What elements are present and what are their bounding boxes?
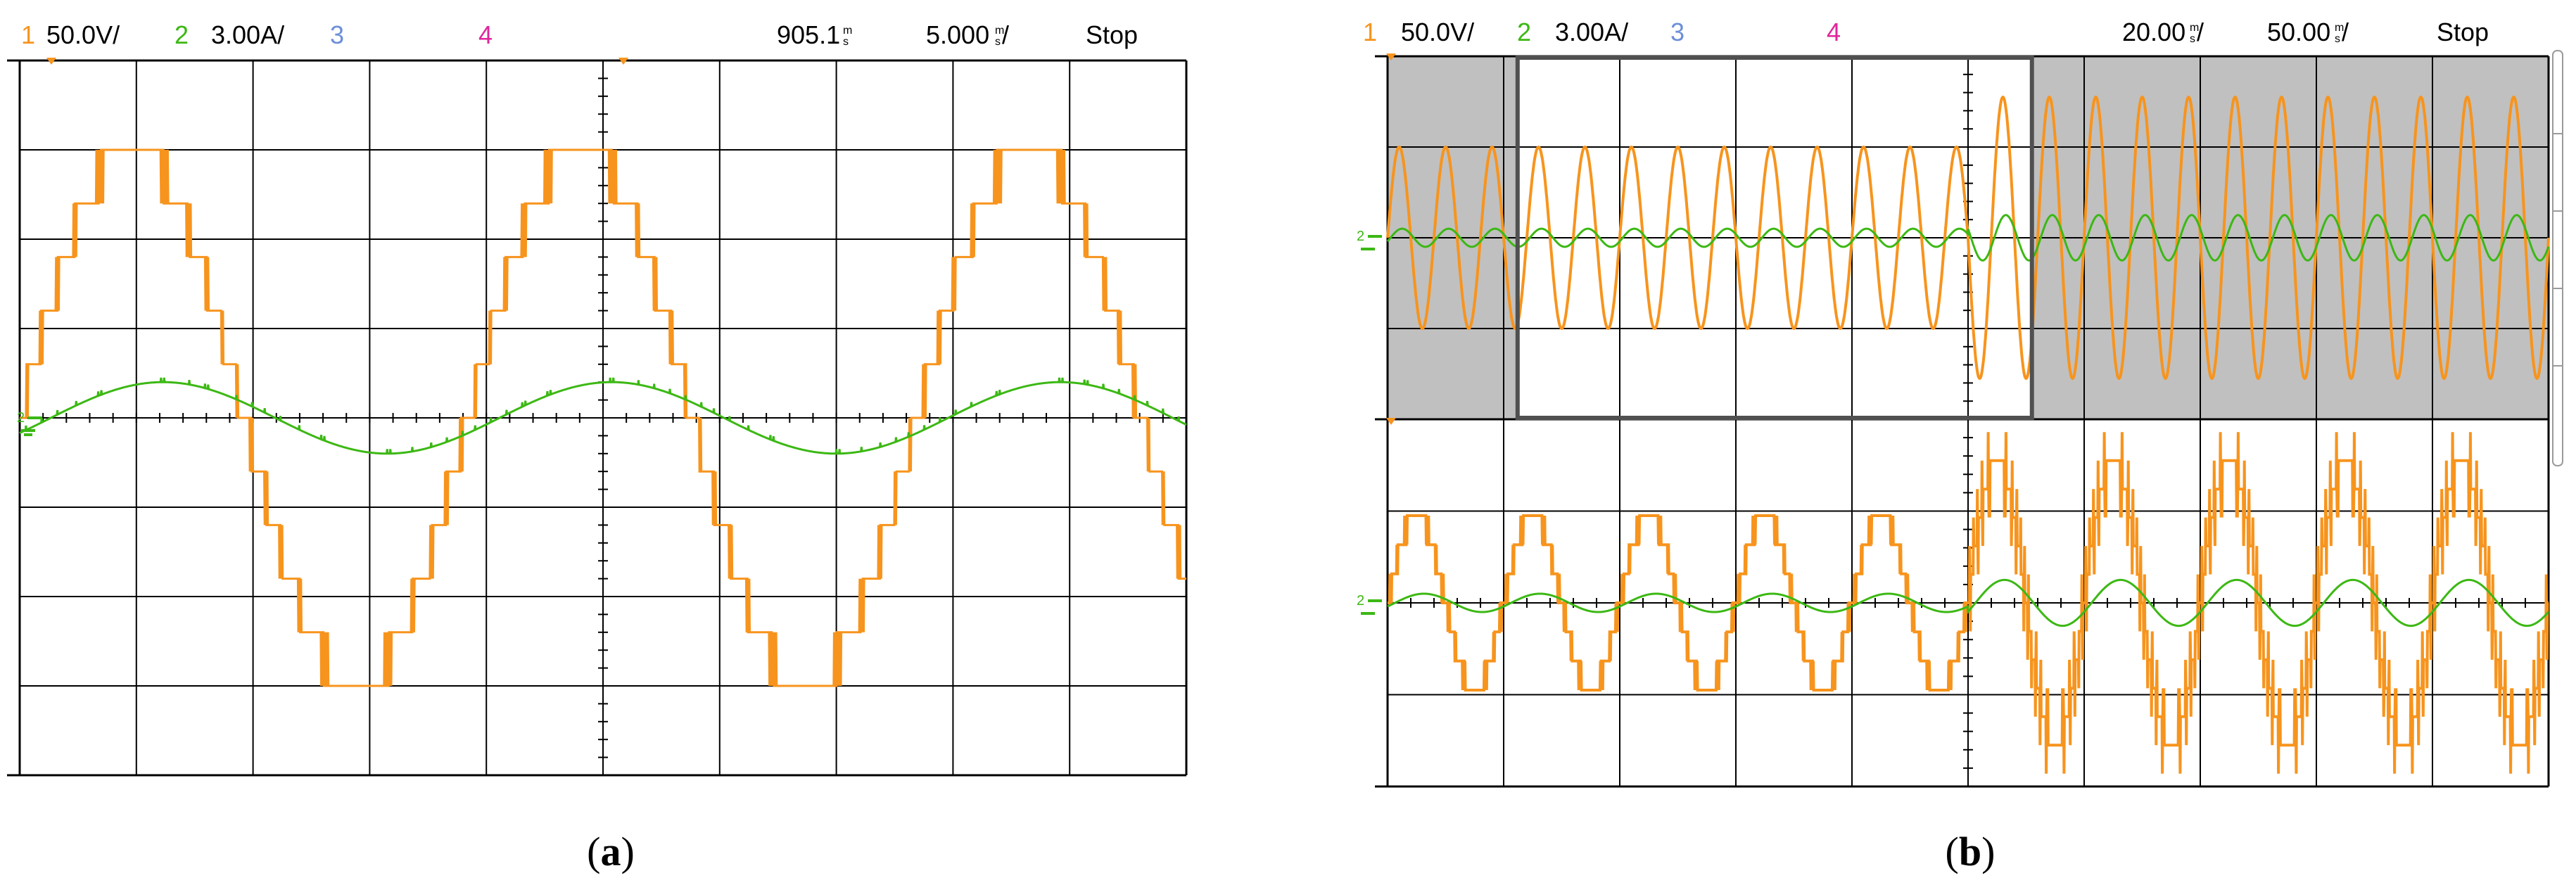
ch2-current-trace (1387, 578, 2550, 627)
timebase-value: 50.00 (2267, 18, 2330, 46)
zoom-timebase-slash: / (2197, 18, 2204, 46)
panel-a-traces (19, 148, 1187, 687)
zoom-window-box[interactable] (1515, 56, 2034, 420)
ch1-voltage-trace (1386, 95, 2550, 381)
ch1-scale: 50.0V/ (1401, 18, 1474, 46)
ch1-label: 1 (1363, 18, 1377, 46)
timebase-unit-bottom: s (2335, 33, 2340, 45)
ch3-label: 3 (1670, 18, 1684, 46)
timebase-slash: / (2342, 18, 2349, 46)
panel-b-caption: (b) (1946, 829, 1996, 874)
scrollbar[interactable] (2552, 50, 2563, 466)
acquisition-state: Stop (2437, 18, 2489, 46)
zoom-timebase-readout: 20.00 m s / (2122, 18, 2204, 46)
trigger-position-unit: m (843, 25, 852, 37)
ch2-label: 2 (175, 20, 189, 49)
panel-a-graticule (7, 59, 1188, 777)
panel-a-markers: 2 (17, 58, 628, 436)
ch2-current-trace (1386, 214, 2550, 262)
timebase-readout: 5.000 m s / (926, 20, 1009, 49)
ch1-voltage-trace (1388, 432, 2549, 774)
trigger-time-marker-icon (618, 58, 628, 65)
ch2-ground-icon-overview: 2 (1357, 229, 1382, 250)
ch2-ground-icon: 2 (17, 410, 42, 436)
panel-b-markers: 2 2 (1357, 50, 2563, 615)
timebase-value: 5.000 (926, 20, 989, 49)
panel-a-header: 1 50.0V/ 2 3.00A/ 3 4 905.1 m s 5.000 m … (21, 20, 1138, 49)
timebase-unit-top: m (995, 25, 1004, 37)
trigger-marker-icon (1386, 53, 1396, 60)
ch2-label: 2 (1517, 18, 1531, 46)
zoom-timebase-unit-bottom: s (2190, 33, 2195, 45)
timebase-readout: 50.00 m s / (2267, 18, 2349, 46)
panel-b-zoom-traces (1387, 432, 2550, 774)
ch3-label: 3 (330, 20, 344, 49)
trigger-position-unit-s: s (843, 36, 849, 48)
zoom-timebase-unit-top: m (2190, 22, 2199, 34)
ch1-scale: 50.0V/ (46, 20, 120, 49)
zoom-timebase-value: 20.00 (2122, 18, 2185, 46)
panel-a-caption: (a) (587, 829, 635, 874)
timebase-slash: / (1002, 20, 1009, 49)
panel-b: 1 50.0V/ 2 3.00A/ 3 4 20.00 m s / 50.00 … (1357, 18, 2563, 874)
trigger-position-value: 905.1 (777, 20, 840, 49)
ch4-label: 4 (1827, 18, 1841, 46)
trigger-marker-icon (46, 58, 56, 65)
panel-b-overview-traces (1386, 95, 2550, 381)
zoom-trigger-marker-icon (1386, 418, 1396, 425)
svg-text:2: 2 (17, 410, 25, 426)
svg-text:2: 2 (1357, 229, 1364, 244)
timebase-unit-top: m (2335, 22, 2344, 34)
ch2-scale: 3.00A/ (1555, 18, 1628, 46)
ch2-current-trace (19, 377, 1187, 455)
timebase-unit-bottom: s (995, 36, 1001, 48)
trigger-position-readout: 905.1 m s (777, 20, 852, 49)
ch1-voltage-trace (20, 148, 1186, 687)
svg-text:2: 2 (1357, 593, 1364, 609)
panel-a: 1 50.0V/ 2 3.00A/ 3 4 905.1 m s 5.000 m … (7, 20, 1188, 874)
panel-b-header: 1 50.0V/ 2 3.00A/ 3 4 20.00 m s / 50.00 … (1363, 18, 2489, 46)
ch2-ground-icon-zoom: 2 (1357, 593, 1382, 615)
acquisition-state: Stop (1086, 20, 1138, 49)
zoom-window-outline[interactable] (1515, 56, 2034, 420)
ch2-scale: 3.00A/ (211, 20, 284, 49)
ch1-label: 1 (21, 20, 35, 49)
ch4-label: 4 (478, 20, 493, 49)
